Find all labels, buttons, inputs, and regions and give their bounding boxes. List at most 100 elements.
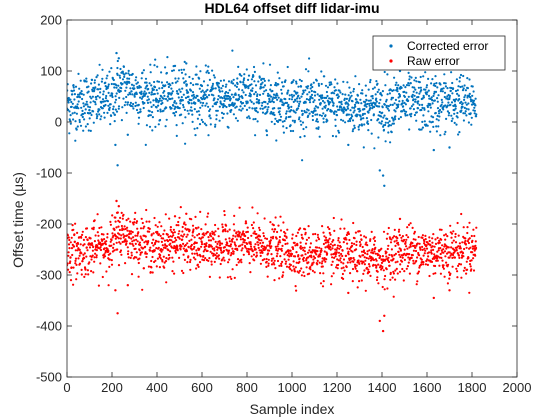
data-point: [147, 240, 150, 243]
data-point: [300, 267, 303, 270]
data-point: [373, 236, 376, 239]
data-point: [68, 247, 71, 250]
data-point: [403, 270, 406, 273]
data-point: [295, 251, 298, 254]
data-point: [216, 98, 220, 101]
data-point: [130, 273, 134, 276]
data-point: [247, 74, 251, 77]
data-point: [139, 86, 142, 89]
data-point: [313, 107, 316, 110]
data-point: [458, 76, 461, 79]
data-point: [349, 91, 352, 94]
data-point: [297, 85, 300, 88]
data-point: [265, 257, 268, 261]
data-point: [425, 93, 428, 96]
data-point: [366, 102, 369, 106]
data-point: [235, 238, 238, 241]
data-point: [171, 270, 174, 273]
data-point: [167, 85, 170, 89]
data-point: [99, 246, 102, 249]
data-point: [300, 109, 303, 112]
data-point: [119, 67, 122, 71]
data-point: [268, 63, 272, 66]
data-point: [174, 236, 177, 240]
data-point: [469, 246, 472, 249]
data-point: [150, 93, 153, 96]
data-point: [193, 108, 196, 111]
data-point: [443, 73, 446, 76]
data-point: [372, 258, 375, 262]
data-point: [276, 94, 279, 97]
data-point: [182, 93, 185, 96]
data-point: [402, 105, 405, 108]
data-point: [252, 118, 255, 121]
data-point: [282, 85, 285, 88]
data-point: [356, 270, 359, 273]
data-point: [284, 79, 287, 82]
data-point: [199, 210, 202, 213]
data-point: [144, 87, 147, 90]
data-point: [165, 71, 168, 75]
data-point: [310, 83, 313, 86]
data-point: [333, 243, 336, 246]
data-point: [256, 111, 259, 114]
data-point: [103, 111, 106, 114]
data-point: [193, 252, 196, 255]
data-point: [305, 126, 308, 129]
data-point: [127, 93, 130, 96]
data-point: [261, 77, 264, 80]
data-point: [448, 94, 451, 97]
data-point: [105, 270, 108, 273]
data-point: [474, 254, 477, 257]
data-point: [210, 260, 213, 263]
data-point: [255, 98, 258, 101]
data-point: [137, 122, 140, 125]
data-point: [442, 248, 445, 251]
data-point: [117, 88, 120, 91]
data-point: [104, 243, 107, 246]
data-point: [212, 252, 215, 255]
data-point: [212, 231, 215, 234]
data-point: [72, 118, 75, 121]
data-point: [148, 249, 152, 252]
data-point: [392, 272, 395, 275]
data-point: [110, 238, 113, 242]
data-point: [191, 234, 194, 237]
data-point: [129, 232, 132, 235]
data-point: [233, 214, 236, 217]
data-point: [367, 129, 370, 132]
data-point: [128, 77, 131, 80]
data-point: [213, 233, 216, 236]
data-point: [405, 110, 408, 113]
data-point: [308, 91, 311, 94]
data-point: [336, 105, 339, 108]
data-point: [222, 103, 225, 106]
data-point: [101, 98, 105, 101]
data-point: [260, 86, 263, 89]
data-point: [316, 93, 319, 96]
data-point: [148, 110, 151, 113]
data-point: [231, 101, 234, 104]
data-point: [109, 240, 112, 243]
data-point: [275, 237, 278, 240]
data-point: [240, 249, 243, 252]
data-point: [326, 86, 330, 89]
data-point: [257, 246, 260, 249]
data-point: [234, 244, 237, 247]
data-point: [331, 134, 334, 138]
data-point: [341, 272, 344, 276]
data-point: [311, 263, 314, 266]
data-point: [122, 213, 125, 216]
data-point: [378, 266, 382, 269]
data-point: [195, 249, 198, 252]
data-point: [440, 228, 443, 231]
data-point: [337, 263, 340, 266]
data-point: [380, 120, 384, 123]
data-point: [264, 237, 267, 240]
data-point: [444, 82, 447, 85]
data-point: [223, 213, 226, 217]
data-point: [172, 228, 175, 231]
data-point: [365, 105, 368, 108]
data-point: [163, 94, 166, 97]
data-point: [208, 114, 211, 117]
